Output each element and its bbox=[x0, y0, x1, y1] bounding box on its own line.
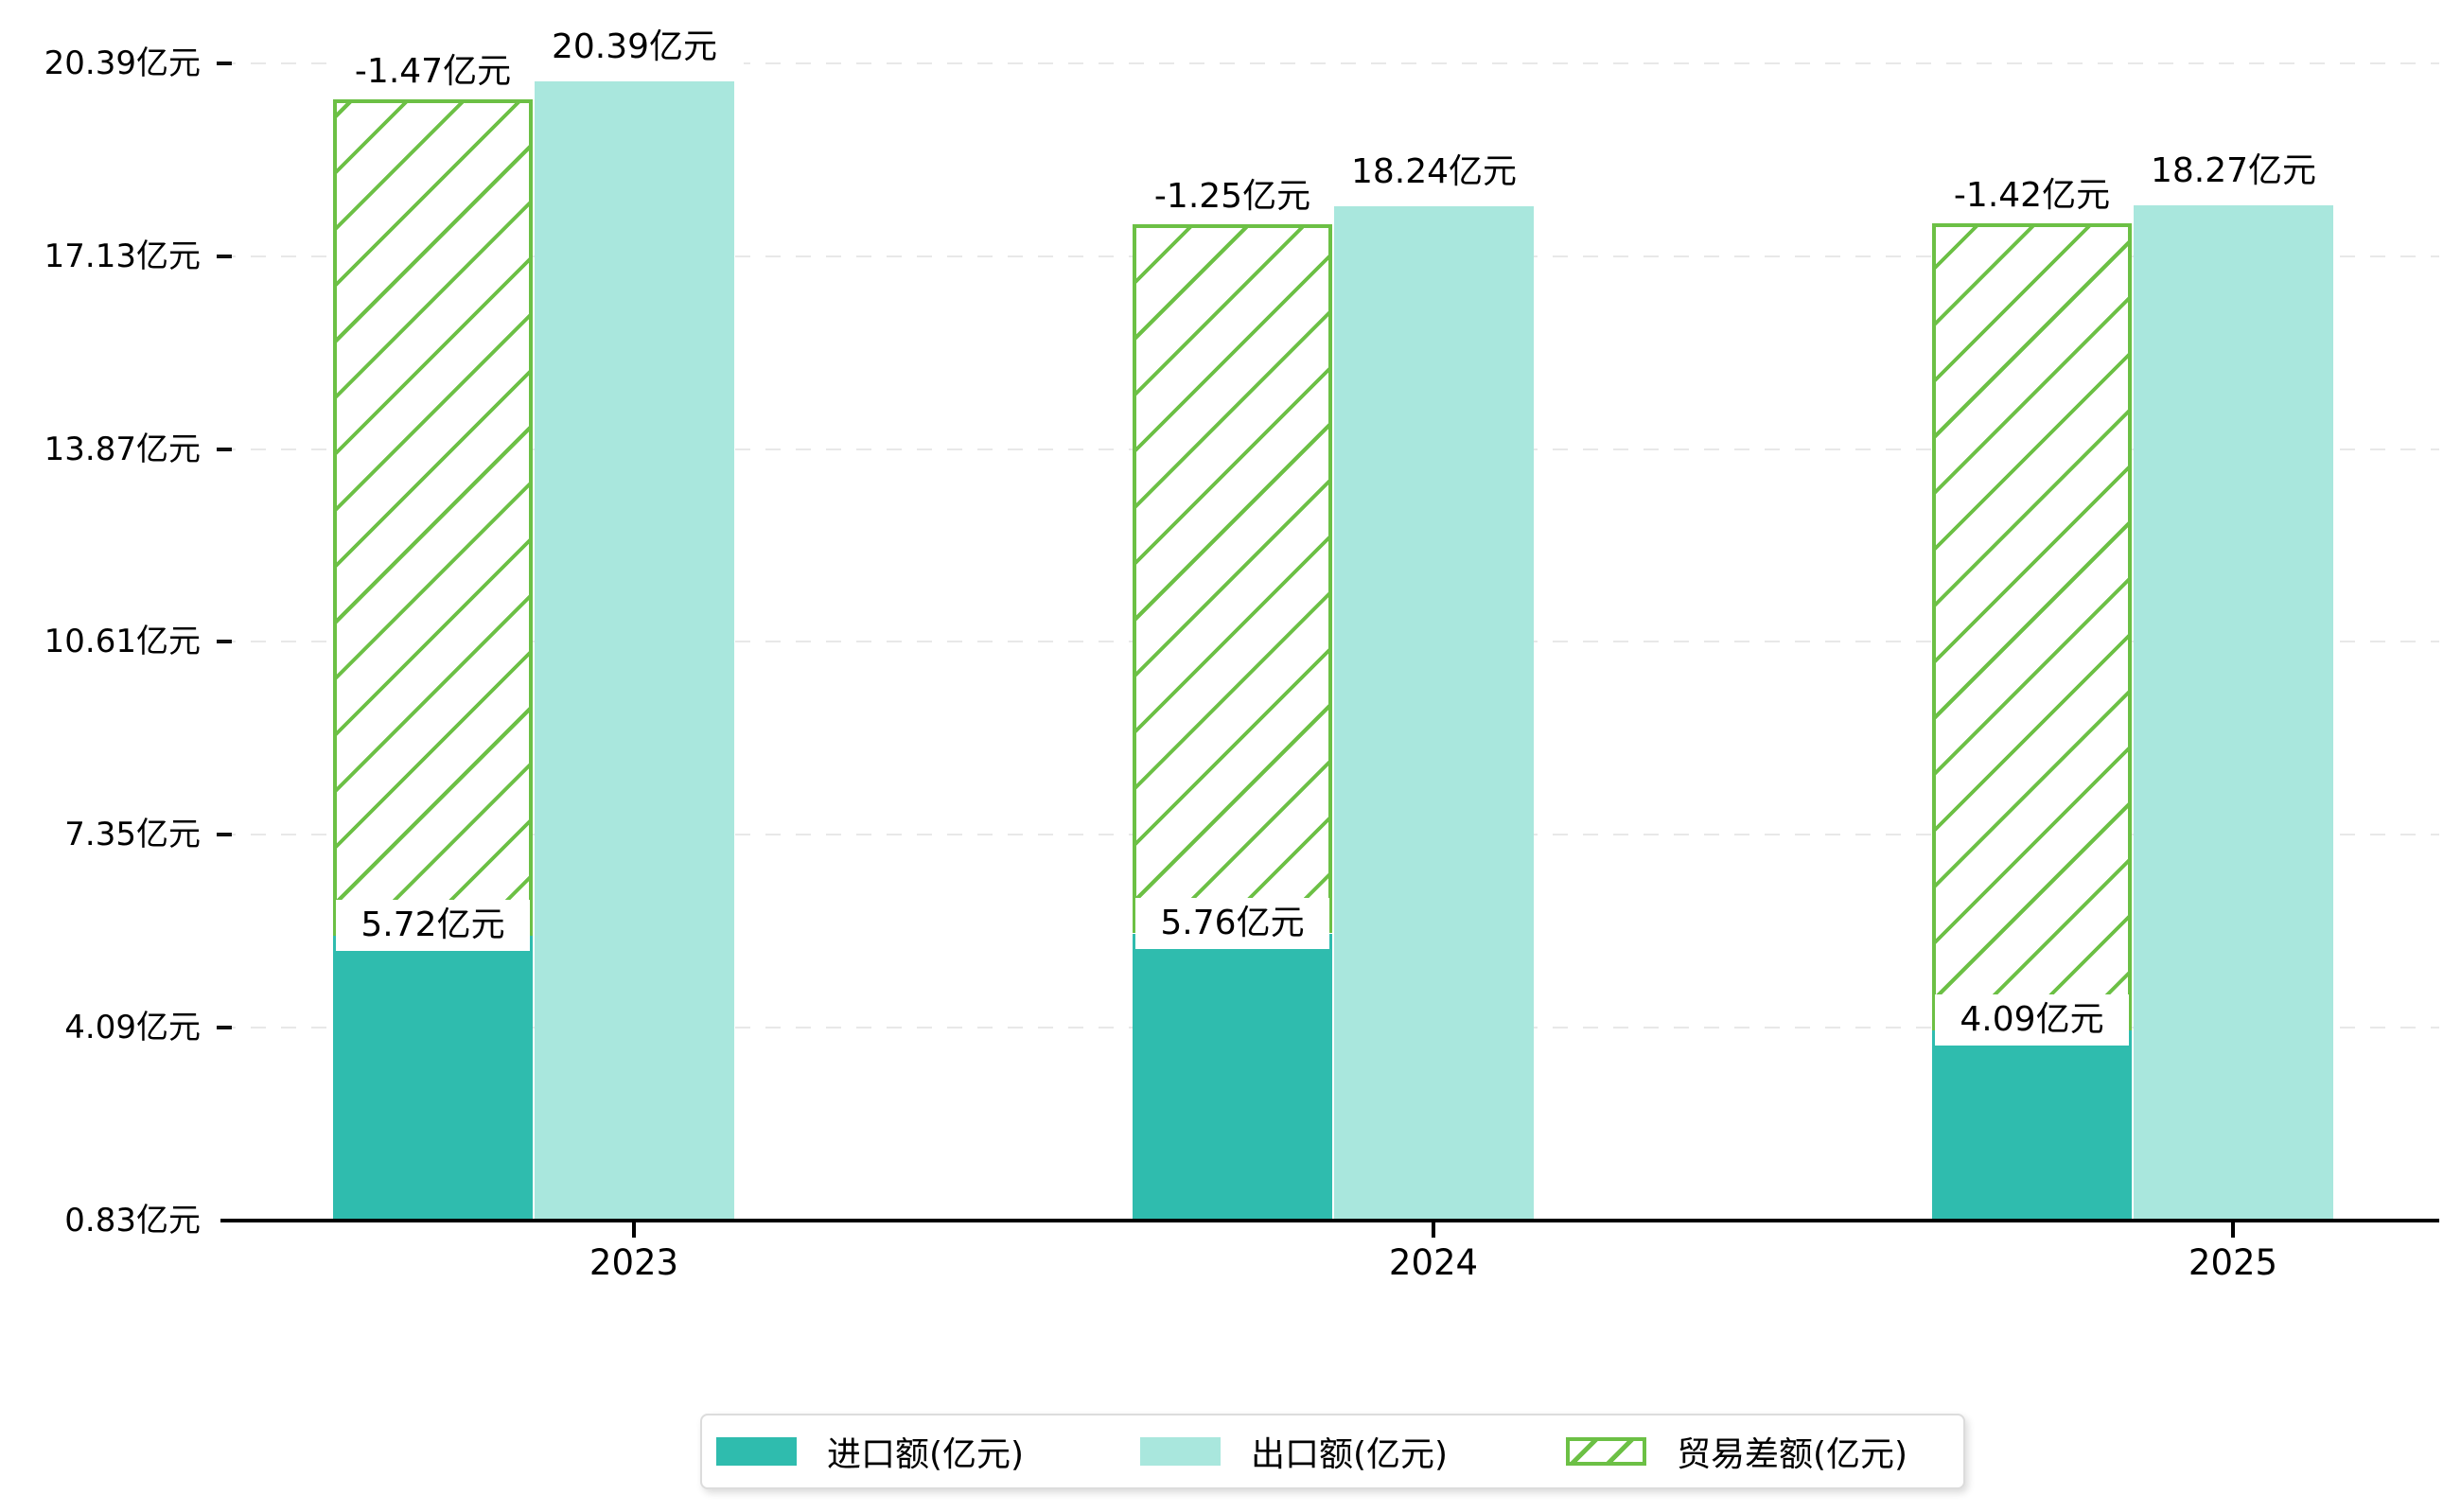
import-bar bbox=[1133, 934, 1332, 1219]
y-gridline bbox=[220, 62, 2439, 64]
trade-balance-value-label: -1.42亿元 bbox=[1932, 175, 2132, 217]
legend-label-export: 出口额(亿元) bbox=[1251, 1435, 1449, 1474]
x-axis-tick-label: 2023 bbox=[589, 1242, 679, 1283]
legend-label-import: 进口额(亿元) bbox=[827, 1435, 1025, 1474]
trade-balance-value-label: -1.25亿元 bbox=[1133, 176, 1332, 218]
export-value-label: 20.39亿元 bbox=[525, 26, 744, 68]
trade-balance-bar bbox=[1133, 224, 1332, 933]
x-tick-mark bbox=[2231, 1222, 2235, 1238]
legend-item-export: 出口额(亿元) bbox=[1140, 1415, 1448, 1487]
y-axis-tick-label: 20.39亿元 bbox=[44, 44, 201, 82]
y-axis-tick-label: 0.83亿元 bbox=[64, 1202, 201, 1239]
legend-swatch-trade-balance-icon bbox=[1566, 1437, 1646, 1466]
export-value-label: 18.24亿元 bbox=[1325, 151, 1543, 193]
import-value-label: 5.76亿元 bbox=[1135, 898, 1329, 949]
x-tick-mark bbox=[632, 1222, 636, 1238]
legend-item-trade-balance: 贸易差额(亿元) bbox=[1566, 1415, 1907, 1487]
export-value-label: 18.27亿元 bbox=[2124, 150, 2343, 192]
import-bar bbox=[333, 936, 533, 1219]
legend-swatch-import-icon bbox=[716, 1437, 797, 1466]
y-tick-mark bbox=[217, 255, 232, 258]
export-bar bbox=[2134, 205, 2333, 1219]
legend-swatch-export-icon bbox=[1140, 1437, 1221, 1466]
trade-balance-value-label: -1.47亿元 bbox=[333, 51, 533, 93]
y-axis-tick-label: 7.35亿元 bbox=[64, 816, 201, 853]
y-tick-mark bbox=[217, 833, 232, 836]
x-axis-tick-label: 2024 bbox=[1388, 1242, 1479, 1283]
y-tick-mark bbox=[217, 1026, 232, 1029]
import-bar bbox=[1932, 1030, 2132, 1219]
y-axis-tick-label: 13.87亿元 bbox=[44, 431, 201, 468]
legend-item-import: 进口额(亿元) bbox=[716, 1415, 1024, 1487]
legend: 进口额(亿元) 出口额(亿元) 贸易差额(亿元) bbox=[700, 1414, 1965, 1489]
trade-balance-bar bbox=[333, 99, 533, 936]
y-tick-mark bbox=[217, 62, 232, 65]
trade-balance-bar bbox=[1932, 223, 2132, 1031]
legend-label-trade-balance: 贸易差额(亿元) bbox=[1677, 1435, 1908, 1474]
y-axis-tick-label: 17.13亿元 bbox=[44, 237, 201, 275]
y-axis-tick-label: 4.09亿元 bbox=[64, 1009, 201, 1046]
import-value-label: 4.09亿元 bbox=[1935, 994, 2129, 1046]
y-axis-tick-label: 10.61亿元 bbox=[44, 623, 201, 660]
export-bar bbox=[535, 81, 734, 1219]
y-tick-mark bbox=[217, 448, 232, 451]
x-axis-line bbox=[220, 1219, 2439, 1222]
x-tick-mark bbox=[1432, 1222, 1435, 1238]
export-bar bbox=[1334, 206, 1534, 1219]
x-axis-tick-label: 2025 bbox=[2188, 1242, 2278, 1283]
y-tick-mark bbox=[217, 640, 232, 643]
import-value-label: 5.72亿元 bbox=[336, 900, 530, 951]
